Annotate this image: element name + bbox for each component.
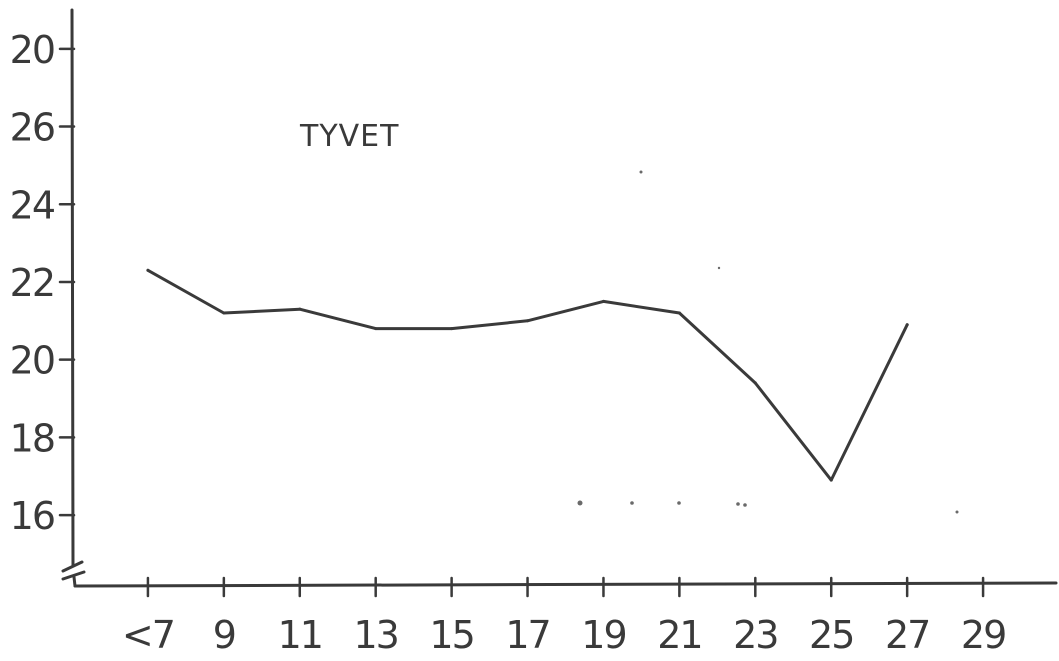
y-tick-label: 26 [10, 106, 54, 150]
x-tick-label: 29 [961, 613, 1005, 657]
y-axis-tick-labels: 20 26 24 22 20 18 16 [10, 28, 57, 538]
x-tick-label: 23 [733, 613, 777, 657]
data-point [829, 478, 833, 482]
y-axis-ticks [58, 47, 76, 517]
y-tick-label: 22 [10, 261, 54, 305]
data-point [753, 381, 757, 385]
data-point [526, 319, 530, 323]
x-axis-tick-labels: <7 9 11 13 15 17 19 21 23 25 27 29 [122, 613, 1007, 657]
x-tick-label: 9 [213, 613, 235, 657]
y-tick-label: 18 [10, 416, 54, 460]
data-point [450, 327, 454, 331]
x-tick-label: 17 [505, 613, 549, 657]
y-tick-label: 20 [10, 339, 54, 383]
x-tick-label: 27 [885, 613, 929, 657]
chart-annotation: TYVET [299, 119, 399, 154]
x-tick-label: 21 [657, 613, 701, 657]
y-tick-label: 16 [10, 494, 54, 538]
x-axis [73, 581, 1058, 588]
x-tick-label: 13 [354, 613, 398, 657]
x-axis-ticks [146, 576, 985, 598]
data-point [677, 311, 681, 315]
data-point [905, 323, 909, 327]
x-tick-label: 25 [809, 613, 853, 657]
x-tick-label: <7 [122, 613, 174, 657]
series-line [146, 268, 909, 482]
x-tick-label: 15 [429, 613, 473, 657]
data-point [601, 299, 605, 303]
data-point [222, 311, 226, 315]
x-tick-label: 19 [581, 613, 625, 657]
data-point [298, 307, 302, 311]
axis-break-mark [61, 560, 86, 581]
series-points [146, 268, 909, 482]
scan-specks [577, 170, 959, 514]
data-point [146, 268, 150, 272]
data-point [374, 327, 378, 331]
x-tick-label: 11 [278, 613, 322, 657]
y-axis [70, 8, 77, 588]
y-tick-label: 24 [10, 183, 55, 227]
y-tick-label: 20 [10, 28, 54, 72]
